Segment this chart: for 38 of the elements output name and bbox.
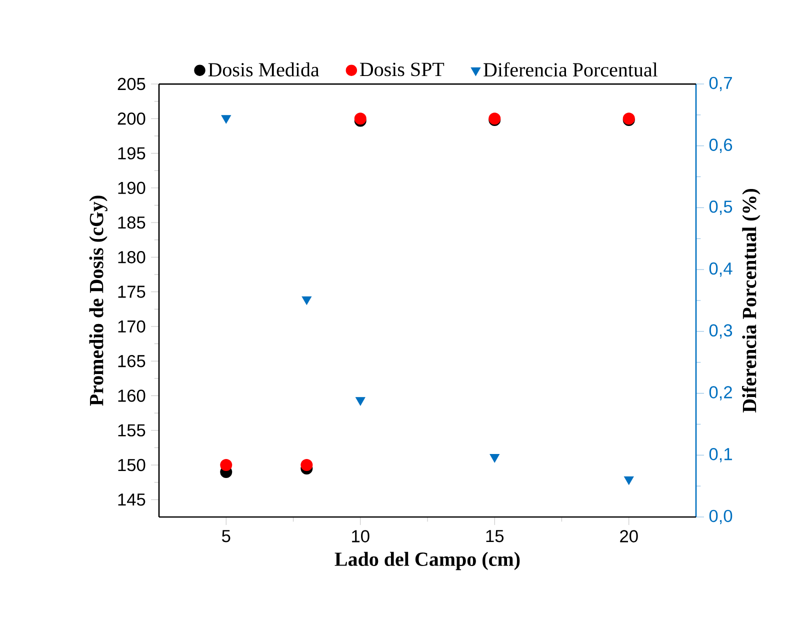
point <box>302 296 312 305</box>
y-tick-label: 175 <box>118 286 146 298</box>
y-tick-label: 180 <box>118 251 146 264</box>
y2-tick-label: 0,7 <box>709 76 732 92</box>
point <box>355 397 366 406</box>
y2-tick-label: 0,4 <box>709 262 732 277</box>
legend-label: Diferencia Porcentual <box>484 62 658 77</box>
y-tick-label: 155 <box>118 424 146 436</box>
point <box>300 459 313 472</box>
legend-label: Dosis Medida <box>208 62 320 76</box>
point <box>221 115 232 124</box>
y2-tick-label: 0,3 <box>709 324 732 339</box>
y-tick-label: 200 <box>118 112 146 125</box>
y-tick-label: 160 <box>118 390 146 402</box>
y-tick-label: 205 <box>118 78 146 90</box>
point <box>220 459 232 472</box>
legend-label: Dosis SPT <box>360 62 444 76</box>
y-tick-label: 165 <box>118 354 146 368</box>
x-tick-label: 15 <box>486 530 504 542</box>
y2-tick-label: 0,5 <box>709 200 732 215</box>
x-axis-title: Lado del Campo (cm) <box>334 552 520 570</box>
y2-tick-label: 0,1 <box>709 448 732 462</box>
y-tick-label: 150 <box>118 458 146 472</box>
x-tick-label: 20 <box>620 530 638 542</box>
y2-tick-label: 0,2 <box>709 386 732 400</box>
y-tick-label: 185 <box>118 216 146 229</box>
y-tick-label: 195 <box>118 147 146 160</box>
y-tick-label: 170 <box>118 320 146 333</box>
point <box>490 454 500 463</box>
y2-tick-label: 0,0 <box>709 510 732 524</box>
y-axis-title: Promedio de Dosis (cGy) <box>89 196 108 406</box>
y-tick-label: 190 <box>118 182 146 194</box>
y2-axis-title: Diferencia Porcentual (%) <box>742 188 760 413</box>
x-tick-label: 5 <box>222 530 230 542</box>
y-tick-label: 145 <box>118 494 146 506</box>
y2-tick-label: 0,6 <box>709 138 732 154</box>
point <box>624 476 634 485</box>
x-tick-label: 10 <box>352 530 370 542</box>
